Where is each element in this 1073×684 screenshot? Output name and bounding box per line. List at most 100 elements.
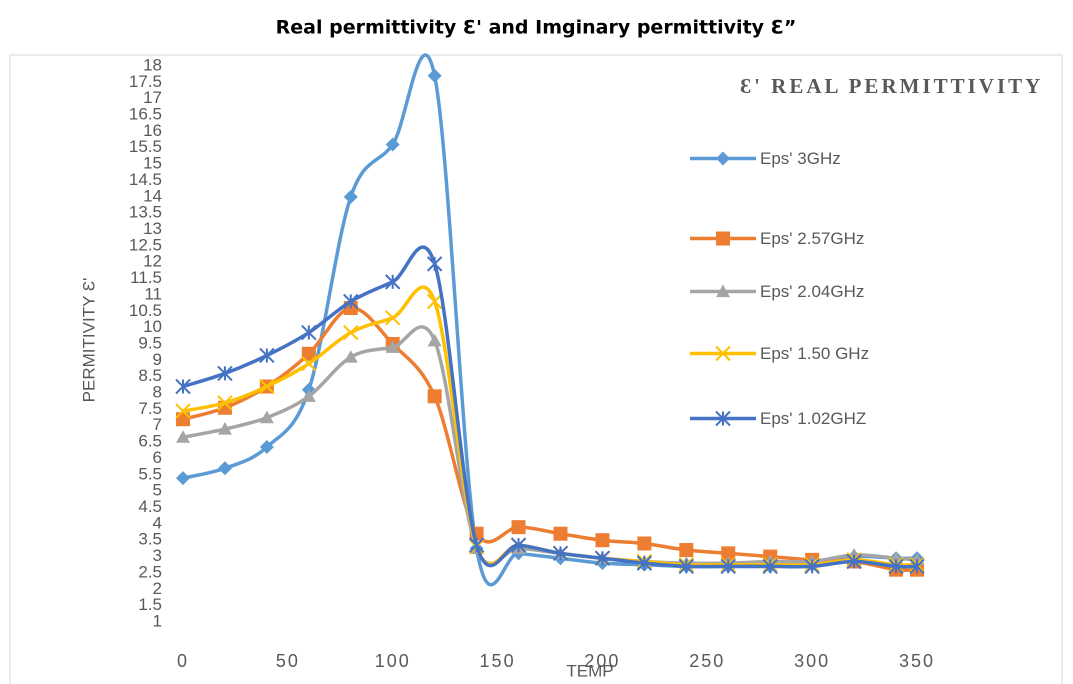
x-tick-label: 300 bbox=[794, 651, 830, 671]
y-tick-label: 1 bbox=[153, 611, 162, 630]
legend-entry: Eps' 1.02GHZ bbox=[690, 405, 870, 432]
marker bbox=[385, 274, 401, 290]
marker bbox=[301, 346, 316, 361]
x-tick-label: 50 bbox=[276, 651, 300, 671]
y-tick-label: 4.5 bbox=[138, 497, 162, 516]
marker bbox=[259, 410, 274, 424]
y-tick-label: 6.5 bbox=[138, 432, 162, 451]
series-line bbox=[182, 245, 918, 569]
legend-label: Eps' 3GHz bbox=[760, 149, 841, 168]
legend-swatch bbox=[690, 410, 756, 427]
marker bbox=[217, 395, 233, 411]
marker bbox=[343, 293, 359, 310]
marker bbox=[427, 68, 442, 83]
marker bbox=[846, 553, 862, 570]
legend-label: Eps' 1.02GHZ bbox=[760, 409, 867, 428]
marker bbox=[343, 350, 358, 363]
legend-swatch bbox=[690, 284, 756, 298]
y-tick-label: 7 bbox=[153, 415, 162, 434]
y-tick-label: 1.5 bbox=[138, 595, 162, 614]
marker bbox=[720, 558, 736, 575]
marker bbox=[715, 410, 731, 427]
marker bbox=[637, 536, 652, 551]
series bbox=[175, 245, 925, 575]
y-tick-label: 17.5 bbox=[129, 72, 162, 91]
marker bbox=[511, 520, 526, 535]
chart-border bbox=[9, 54, 1063, 684]
y-tick-label: 10.5 bbox=[129, 301, 162, 320]
legend-entry: Eps' 2.04GHz bbox=[690, 278, 870, 305]
legend-entry: Eps' 1.50 GHz bbox=[690, 340, 870, 367]
y-tick-label: 8.5 bbox=[138, 366, 162, 385]
y-tick-label: 2 bbox=[153, 579, 162, 598]
y-tick-label: 2.5 bbox=[138, 562, 162, 581]
marker bbox=[510, 537, 527, 553]
marker bbox=[427, 333, 442, 347]
marker bbox=[217, 365, 233, 382]
annotation: Ɛ' REAL PERMITTIVITY bbox=[740, 74, 1043, 98]
y-tick-label: 5.5 bbox=[138, 464, 162, 483]
x-axis-label: TEMP bbox=[566, 661, 613, 680]
y-tick-label: 11.5 bbox=[130, 268, 162, 287]
marker bbox=[762, 558, 778, 575]
marker bbox=[175, 378, 191, 395]
marker bbox=[594, 550, 611, 566]
marker bbox=[301, 324, 317, 341]
marker bbox=[217, 461, 232, 476]
x-tick-label: 200 bbox=[584, 651, 620, 671]
marker bbox=[426, 293, 443, 310]
marker bbox=[426, 256, 443, 272]
y-tick-label: 12 bbox=[143, 252, 162, 271]
x-tick-label: 250 bbox=[689, 651, 725, 671]
marker bbox=[636, 555, 653, 571]
legend-swatch bbox=[690, 345, 756, 362]
y-tick-label: 8 bbox=[153, 383, 162, 402]
x-tick-label: 100 bbox=[375, 651, 411, 671]
marker bbox=[259, 378, 275, 395]
marker bbox=[716, 231, 730, 246]
legend-label: Eps' 2.57GHz bbox=[760, 229, 865, 248]
legend-swatch bbox=[690, 231, 756, 246]
marker bbox=[176, 471, 190, 486]
marker bbox=[259, 347, 275, 364]
marker bbox=[176, 430, 190, 443]
marker bbox=[468, 537, 485, 553]
marker bbox=[175, 403, 191, 419]
marker bbox=[301, 355, 317, 372]
series-line bbox=[182, 53, 918, 587]
chart-title: Real permittivity Ɛ' and Imginary permit… bbox=[276, 17, 797, 39]
legend-label: Eps' 1.50 GHz bbox=[760, 344, 870, 363]
y-axis-label: PERMITIVITY Ɛ' bbox=[79, 278, 98, 403]
marker bbox=[678, 558, 695, 575]
x-tick-label: 150 bbox=[480, 651, 516, 671]
y-tick-label: 15 bbox=[143, 154, 162, 173]
y-tick-label: 9.5 bbox=[138, 333, 162, 352]
y-tick-label: 5 bbox=[153, 481, 162, 500]
marker bbox=[259, 440, 274, 455]
marker bbox=[716, 284, 730, 298]
marker bbox=[343, 189, 358, 204]
y-tick-label: 14.5 bbox=[129, 170, 162, 189]
marker bbox=[721, 546, 736, 561]
y-tick-label: 10 bbox=[143, 317, 162, 336]
y-tick-label: 4 bbox=[153, 513, 162, 532]
y-tick-label: 12.5 bbox=[129, 235, 162, 254]
marker bbox=[804, 558, 820, 575]
y-tick-label: 3.5 bbox=[138, 530, 162, 549]
marker bbox=[679, 543, 694, 558]
marker bbox=[301, 389, 316, 402]
y-tick-label: 14 bbox=[143, 186, 162, 205]
y-tick-label: 16.5 bbox=[129, 105, 162, 124]
x-tick-label: 0 bbox=[177, 651, 189, 671]
y-tick-label: 6 bbox=[153, 448, 162, 467]
y-tick-label: 13.5 bbox=[129, 203, 162, 222]
marker bbox=[909, 558, 925, 575]
marker bbox=[385, 137, 400, 152]
y-tick-label: 18 bbox=[143, 55, 162, 74]
marker bbox=[715, 345, 731, 362]
marker bbox=[385, 310, 401, 326]
y-tick-label: 16 bbox=[143, 121, 162, 140]
y-tick-label: 17 bbox=[143, 88, 162, 107]
legend-entry: Eps' 3GHz bbox=[690, 145, 910, 172]
